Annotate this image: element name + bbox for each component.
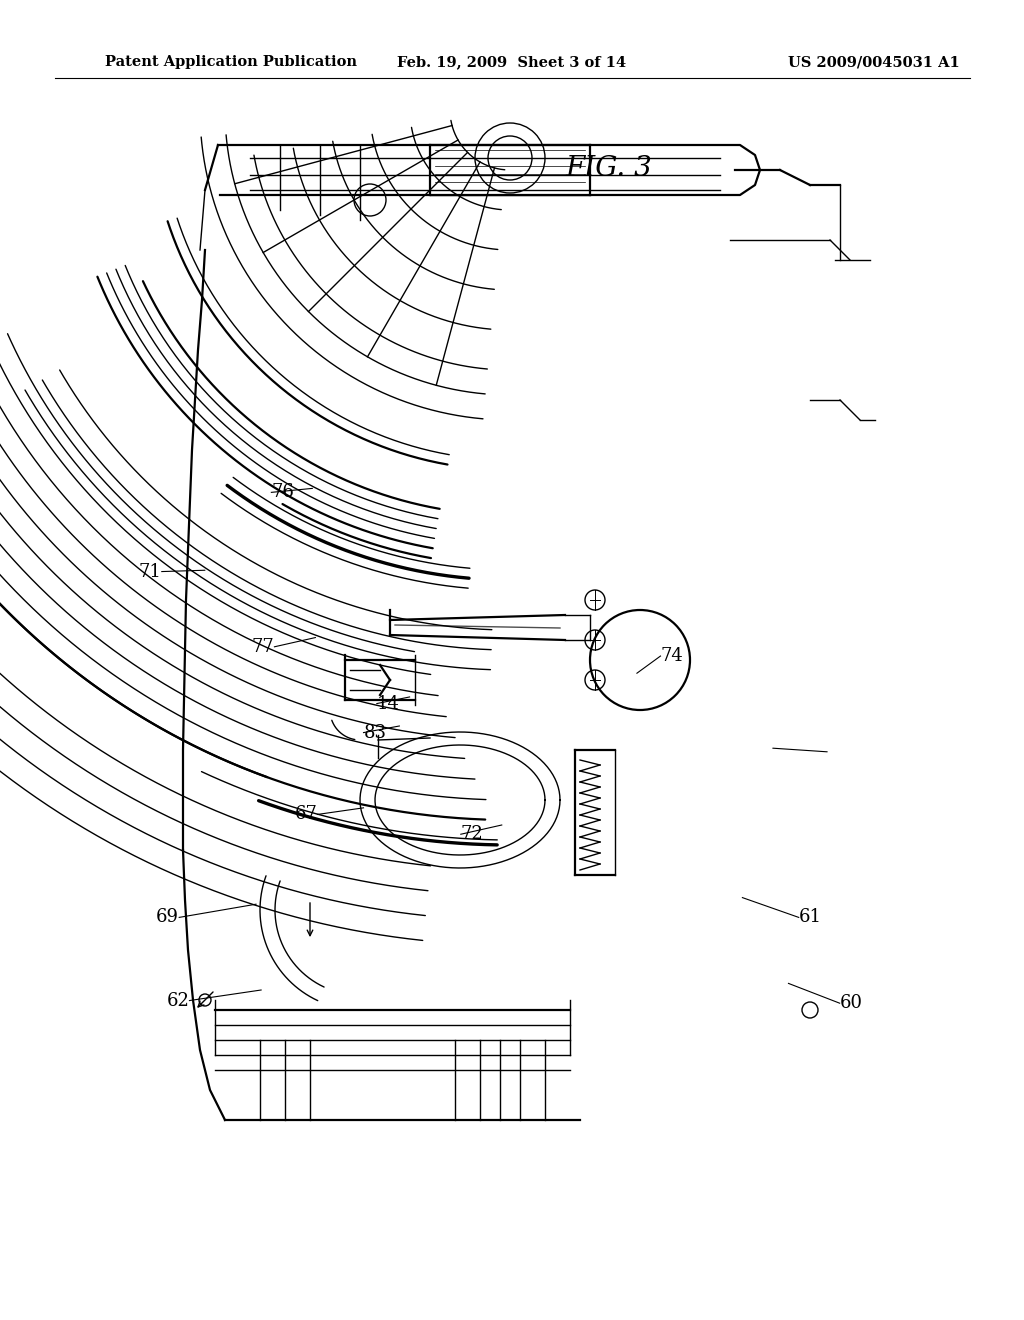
Text: 60: 60: [840, 994, 862, 1012]
Text: FIG. 3: FIG. 3: [566, 156, 652, 182]
Text: 14: 14: [377, 694, 399, 713]
Text: 62: 62: [167, 991, 189, 1010]
Text: 72: 72: [461, 825, 483, 843]
Text: 83: 83: [364, 723, 386, 742]
Text: 77: 77: [252, 638, 274, 656]
Text: 76: 76: [271, 483, 294, 502]
Text: 67: 67: [295, 805, 317, 824]
Text: Patent Application Publication: Patent Application Publication: [105, 55, 357, 69]
Text: 74: 74: [660, 647, 683, 665]
Text: Feb. 19, 2009  Sheet 3 of 14: Feb. 19, 2009 Sheet 3 of 14: [397, 55, 627, 69]
Text: 69: 69: [157, 908, 179, 927]
Text: 61: 61: [799, 908, 821, 927]
Text: 71: 71: [139, 562, 162, 581]
Text: US 2009/0045031 A1: US 2009/0045031 A1: [788, 55, 961, 69]
